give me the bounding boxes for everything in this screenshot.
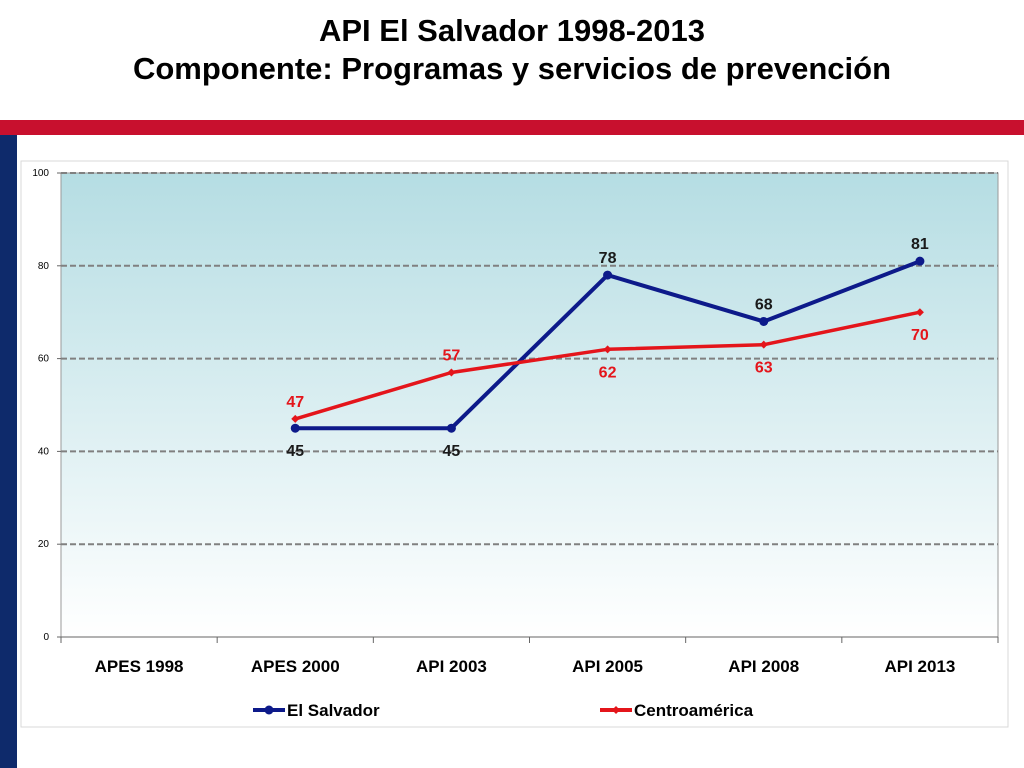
data-label: 63: [755, 360, 773, 377]
x-category-label: API 2003: [416, 657, 487, 676]
legend-marker: [612, 706, 620, 714]
chart-frame: [20, 160, 1009, 728]
y-tick-label: 80: [38, 261, 50, 272]
data-label: 78: [599, 250, 617, 267]
data-label: 62: [599, 364, 617, 381]
x-category-label: API 2013: [884, 657, 955, 676]
x-category-label: APES 1998: [95, 657, 184, 676]
legend-label: Centroamérica: [634, 701, 754, 720]
plot-area: [60, 172, 999, 638]
data-label: 70: [911, 327, 929, 344]
y-tick-label: 40: [38, 446, 50, 457]
data-point: [290, 423, 300, 433]
y-tick-label: 60: [38, 354, 50, 365]
line-chart: 0 20 40 60 80 100 APES 1998 APES 2000 API 2003 AP…: [20, 160, 1009, 728]
data-point: [447, 368, 456, 377]
left-accent-bar: [0, 135, 17, 768]
title-line-1: API El Salvador 1998-2013: [318, 13, 705, 48]
data-label: 45: [443, 443, 461, 460]
data-point: [291, 414, 300, 423]
title-line-2: Componente: Programas y servicios de pre…: [132, 51, 892, 86]
y-tick-label: 0: [43, 632, 49, 643]
data-point: [915, 256, 925, 266]
data-label: 57: [443, 348, 461, 365]
data-point: [759, 316, 769, 326]
title-divider-bar: [0, 120, 1024, 135]
legend-label: El Salvador: [287, 701, 380, 720]
data-label: 68: [755, 296, 773, 313]
x-category-label: API 2005: [572, 657, 643, 676]
data-label: 45: [286, 443, 304, 460]
data-point: [759, 340, 768, 349]
y-tick-label: 100: [32, 168, 49, 179]
slide-title: API El Salvador 1998-2013 Componente: Pr…: [0, 12, 1024, 88]
data-point: [603, 270, 613, 280]
y-tick-label: 20: [38, 539, 50, 550]
data-point: [446, 423, 456, 433]
x-category-label: APES 2000: [251, 657, 340, 676]
data-label: 47: [286, 394, 304, 411]
legend-marker: [264, 705, 274, 715]
data-point: [603, 345, 612, 354]
data-label: 81: [911, 236, 929, 253]
data-point: [915, 308, 924, 317]
x-category-label: API 2008: [728, 657, 799, 676]
